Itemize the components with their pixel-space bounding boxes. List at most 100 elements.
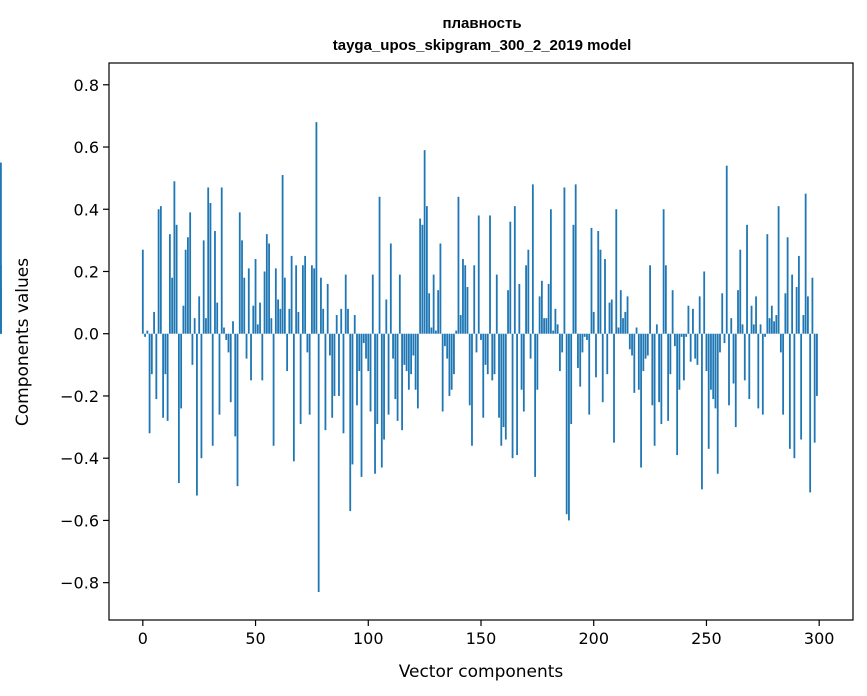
bar bbox=[721, 293, 724, 334]
bar bbox=[484, 333, 487, 365]
bar bbox=[356, 333, 358, 406]
bar bbox=[164, 333, 167, 375]
bar bbox=[301, 265, 304, 334]
bar bbox=[574, 184, 577, 334]
bar bbox=[193, 318, 196, 334]
bar bbox=[166, 333, 169, 421]
bar bbox=[804, 193, 807, 334]
bar bbox=[509, 221, 512, 334]
bar bbox=[728, 333, 730, 406]
bar bbox=[326, 283, 329, 334]
bar bbox=[811, 277, 814, 334]
bar bbox=[150, 333, 153, 375]
y-tick-label: 0.2 bbox=[74, 262, 99, 281]
bar bbox=[462, 259, 464, 334]
bar bbox=[313, 268, 316, 334]
bar bbox=[797, 255, 800, 334]
bar bbox=[608, 302, 611, 334]
bar bbox=[628, 333, 631, 350]
bar bbox=[254, 259, 257, 334]
bar bbox=[689, 333, 692, 362]
bar bbox=[342, 333, 345, 434]
bar bbox=[498, 333, 500, 418]
bar bbox=[795, 287, 798, 334]
x-tick-label: 300 bbox=[804, 629, 835, 648]
bar bbox=[719, 333, 721, 353]
bar bbox=[277, 299, 279, 334]
bar bbox=[565, 333, 568, 515]
bar bbox=[534, 333, 537, 477]
bar bbox=[529, 333, 532, 359]
bar bbox=[338, 333, 340, 396]
bar bbox=[784, 293, 787, 334]
bar bbox=[610, 299, 613, 334]
bar bbox=[685, 333, 688, 337]
bar bbox=[247, 268, 250, 334]
bar bbox=[446, 333, 449, 359]
bar bbox=[263, 271, 266, 334]
bar bbox=[592, 311, 595, 334]
bar bbox=[225, 333, 228, 340]
bar bbox=[637, 333, 640, 390]
bar bbox=[531, 184, 534, 334]
bar bbox=[748, 333, 751, 400]
bar bbox=[631, 333, 633, 356]
bar bbox=[430, 327, 433, 334]
bar bbox=[189, 212, 192, 334]
y-axis: −0.8 −0.6 −0.4 −0.2 0.0 0.2 0.4 0.6 0.8 bbox=[60, 76, 109, 593]
x-axis: 0 50 100 150 200 250 300 bbox=[138, 620, 835, 648]
bar bbox=[389, 243, 392, 334]
bar bbox=[543, 318, 546, 334]
bar bbox=[741, 324, 744, 334]
bar bbox=[182, 305, 185, 334]
x-tick-label: 250 bbox=[691, 629, 722, 648]
bar bbox=[667, 333, 670, 421]
bar bbox=[245, 333, 248, 359]
bar bbox=[187, 237, 189, 334]
bar bbox=[687, 305, 690, 334]
bar bbox=[813, 333, 816, 443]
bar bbox=[581, 333, 584, 353]
bar bbox=[153, 311, 155, 334]
bar bbox=[664, 265, 667, 334]
bar bbox=[554, 308, 557, 334]
bar bbox=[272, 333, 275, 446]
bar bbox=[615, 209, 618, 334]
bar bbox=[583, 333, 586, 337]
bar bbox=[683, 333, 685, 381]
bar bbox=[331, 333, 334, 418]
bar bbox=[229, 333, 232, 403]
bar bbox=[211, 333, 214, 446]
bar bbox=[714, 333, 717, 409]
bar bbox=[351, 333, 354, 465]
bar bbox=[274, 268, 277, 334]
bar bbox=[502, 333, 505, 428]
bar bbox=[619, 290, 622, 334]
bar bbox=[358, 333, 361, 372]
bar bbox=[793, 333, 796, 459]
bar bbox=[444, 333, 446, 347]
bar bbox=[475, 333, 478, 353]
bar bbox=[383, 333, 385, 440]
bar bbox=[173, 181, 176, 334]
bar bbox=[216, 302, 219, 334]
bar bbox=[730, 318, 733, 334]
bar bbox=[807, 296, 809, 334]
bar bbox=[439, 243, 442, 334]
bar bbox=[579, 333, 582, 387]
bar bbox=[707, 333, 710, 449]
bar bbox=[493, 333, 496, 375]
bar bbox=[570, 333, 573, 424]
bar bbox=[671, 290, 674, 334]
x-tick-label: 200 bbox=[578, 629, 609, 648]
bar bbox=[604, 259, 606, 334]
bar bbox=[324, 333, 327, 431]
bar bbox=[606, 333, 609, 375]
x-tick-label: 0 bbox=[138, 629, 148, 648]
bar bbox=[288, 308, 291, 334]
bar bbox=[435, 330, 437, 334]
bar bbox=[347, 308, 349, 334]
bar bbox=[676, 333, 679, 456]
bar bbox=[398, 274, 401, 334]
bar bbox=[196, 333, 198, 496]
